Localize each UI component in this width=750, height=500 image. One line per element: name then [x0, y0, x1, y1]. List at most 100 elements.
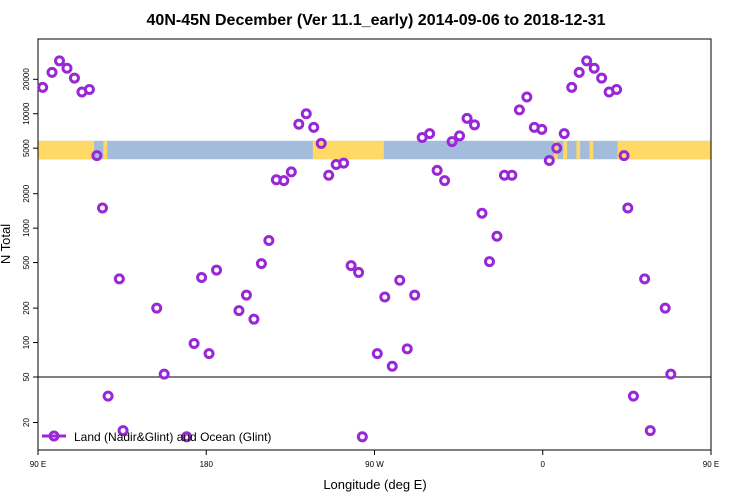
data-point: [401, 343, 413, 355]
data-point: [558, 128, 570, 140]
data-point: [188, 338, 200, 350]
data-point: [581, 55, 593, 67]
y-tick-label: 1000: [22, 219, 31, 237]
y-tick-label: 50: [22, 372, 31, 381]
data-point: [371, 348, 383, 360]
data-point: [409, 289, 421, 301]
land-band-segment: [553, 140, 558, 160]
data-point: [338, 157, 350, 169]
y-tick-label: 500: [22, 255, 31, 269]
data-point: [513, 104, 525, 116]
y-tick-label: 200: [22, 301, 31, 315]
data-point: [424, 128, 436, 140]
land-band-segment: [38, 140, 95, 160]
data-point: [61, 62, 73, 74]
data-point: [113, 273, 125, 285]
data-point: [476, 207, 488, 219]
data-point: [622, 202, 634, 214]
legend: Land (Nadir&Glint) and Ocean (Glint): [42, 430, 271, 444]
plot-frame: [37, 38, 712, 451]
land-band-segment: [563, 140, 568, 160]
data-point: [117, 425, 129, 437]
data-point: [255, 258, 267, 270]
data-point: [379, 291, 391, 303]
data-point: [469, 119, 481, 131]
data-point: [211, 264, 223, 276]
data-point: [431, 164, 443, 176]
data-point: [203, 348, 215, 360]
y-tick-label: 2000: [22, 184, 31, 202]
data-point: [233, 305, 245, 317]
y-tick-label: 20: [22, 418, 31, 427]
axes: 90 E 180 90 W 0 90 E 20 50 100 200 500 1000 2000 500…: [22, 38, 719, 469]
x-tick-label: 90 E: [30, 460, 46, 469]
data-point: [551, 142, 563, 154]
data-point: [543, 155, 555, 167]
land-band-segment: [617, 140, 711, 160]
data-point: [386, 360, 398, 372]
data-point: [521, 91, 533, 103]
data-point: [308, 121, 320, 133]
data-point: [196, 272, 208, 284]
data-point: [356, 431, 368, 443]
data-point: [68, 72, 80, 84]
data-point: [483, 256, 495, 268]
data-point: [618, 150, 630, 162]
data-point: [627, 390, 639, 402]
data-point: [506, 169, 518, 181]
data-point: [151, 302, 163, 314]
data-point: [240, 289, 252, 301]
data-point: [461, 112, 473, 124]
x-tick-label: 180: [200, 460, 214, 469]
data-point: [611, 83, 623, 95]
data-point: [644, 425, 656, 437]
data-point: [446, 136, 458, 148]
data-point: [566, 81, 578, 93]
land-ocean-band: [38, 140, 711, 160]
land-band-segment: [103, 140, 108, 160]
data-point: [300, 108, 312, 120]
data-point: [536, 123, 548, 135]
data-point: [665, 368, 677, 380]
data-point: [596, 72, 608, 84]
data-point: [91, 150, 103, 162]
data-point: [573, 66, 585, 78]
data-points: [37, 55, 677, 443]
land-band-segment: [312, 140, 384, 160]
x-axis-label: Longitude (deg E): [323, 477, 426, 492]
land-band-segment: [576, 140, 581, 160]
data-point: [491, 230, 503, 242]
x-tick-label: 90 W: [365, 460, 384, 469]
data-point: [278, 175, 290, 187]
data-point: [639, 273, 651, 285]
data-point: [248, 313, 260, 325]
data-point: [353, 266, 365, 278]
x-tick-label: 0: [541, 460, 546, 469]
data-point: [588, 62, 600, 74]
data-point: [315, 137, 327, 149]
data-point: [323, 169, 335, 181]
data-point: [181, 431, 193, 443]
data-point: [659, 302, 671, 314]
data-point: [53, 55, 65, 67]
y-tick-label: 5000: [22, 139, 31, 157]
legend-marker: [48, 430, 60, 442]
y-tick-label: 10000: [22, 102, 31, 125]
data-point: [454, 130, 466, 142]
y-axis-label: N Total: [0, 224, 13, 264]
data-point: [158, 368, 170, 380]
data-point: [46, 66, 58, 78]
data-point: [394, 274, 406, 286]
land-band-segment: [589, 140, 594, 160]
y-tick-label: 100: [22, 335, 31, 349]
data-point: [37, 81, 49, 93]
y-tick-label: 20000: [22, 68, 31, 91]
data-point: [102, 390, 114, 402]
chart-title: 40N-45N December (Ver 11.1_early) 2014-0…: [147, 12, 606, 29]
data-point: [83, 83, 95, 95]
legend-label: Land (Nadir&Glint) and Ocean (Glint): [74, 430, 271, 444]
data-point: [285, 166, 297, 178]
data-point: [345, 260, 357, 272]
